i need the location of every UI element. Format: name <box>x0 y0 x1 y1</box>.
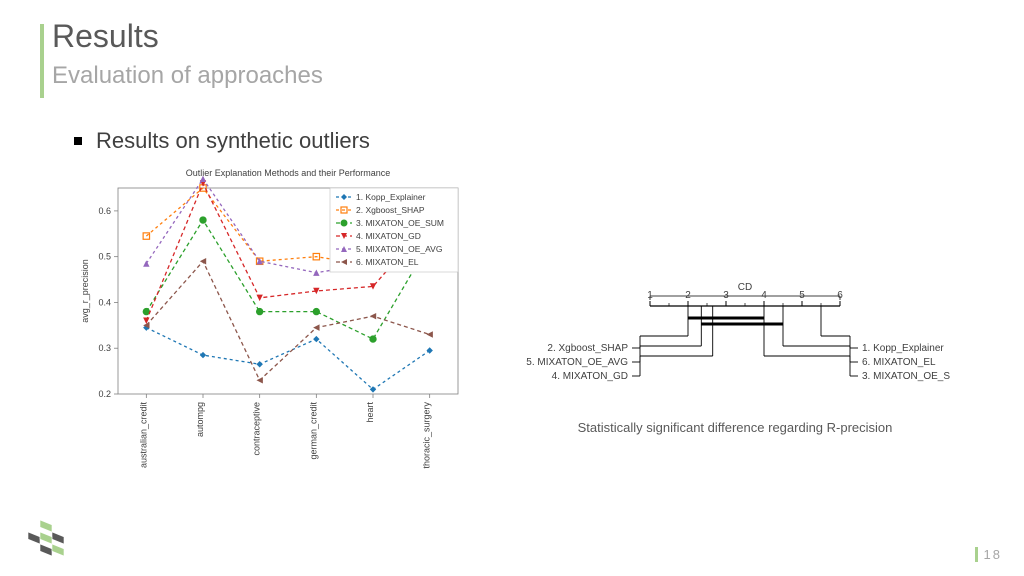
bullet-text: Results on synthetic outliers <box>96 128 370 154</box>
svg-text:Outlier Explanation Methods an: Outlier Explanation Methods and their Pe… <box>186 168 391 178</box>
accent-bar <box>40 24 44 98</box>
svg-text:0.4: 0.4 <box>98 297 111 307</box>
svg-text:contraceptive: contraceptive <box>252 402 262 456</box>
svg-text:2. Xgboost_SHAP: 2. Xgboost_SHAP <box>547 343 628 354</box>
page-title: Results <box>52 18 159 55</box>
svg-text:6: 6 <box>837 290 843 301</box>
svg-text:australian_credit: australian_credit <box>138 402 148 469</box>
svg-text:0.5: 0.5 <box>98 252 111 262</box>
svg-text:6. MIXATON_EL: 6. MIXATON_EL <box>862 357 936 368</box>
svg-text:5. MIXATON_OE_AVG: 5. MIXATON_OE_AVG <box>526 357 628 368</box>
svg-text:4: 4 <box>761 290 767 301</box>
svg-text:0.2: 0.2 <box>98 389 111 399</box>
bullet-icon <box>74 137 82 145</box>
svg-text:3: 3 <box>723 290 729 301</box>
performance-chart: Outlier Explanation Methods and their Pe… <box>74 164 468 474</box>
svg-text:5: 5 <box>799 290 805 301</box>
svg-text:avg_r_precision: avg_r_precision <box>80 259 90 323</box>
svg-text:3. MIXATON_OE_SUM: 3. MIXATON_OE_SUM <box>862 371 950 382</box>
svg-text:CD: CD <box>738 282 752 293</box>
svg-text:0.6: 0.6 <box>98 206 111 216</box>
svg-text:4. MIXATON_GD: 4. MIXATON_GD <box>356 231 421 241</box>
page-subtitle: Evaluation of approaches <box>52 62 323 90</box>
svg-text:4. MIXATON_GD: 4. MIXATON_GD <box>552 371 628 382</box>
cd-diagram: CD 1 2 3 4 5 6 2. Xgboost_SHAP 5. MIXATON_OE_AVG… <box>520 278 950 418</box>
svg-text:2. Xgboost_SHAP: 2. Xgboost_SHAP <box>356 205 425 215</box>
svg-text:1: 1 <box>647 290 653 301</box>
svg-text:6. MIXATON_EL: 6. MIXATON_EL <box>356 257 419 267</box>
bullet-item: Results on synthetic outliers <box>74 128 370 154</box>
page-number: 18 <box>975 547 1002 562</box>
svg-text:5. MIXATON_OE_AVG: 5. MIXATON_OE_AVG <box>356 244 442 254</box>
svg-text:autompg: autompg <box>195 402 205 437</box>
svg-text:0.3: 0.3 <box>98 343 111 353</box>
svg-text:1. Kopp_Explainer: 1. Kopp_Explainer <box>356 192 426 202</box>
svg-text:thoracic_surgery: thoracic_surgery <box>422 402 432 469</box>
svg-text:3. MIXATON_OE_SUM: 3. MIXATON_OE_SUM <box>356 218 444 228</box>
svg-text:2: 2 <box>685 290 691 301</box>
svg-text:1. Kopp_Explainer: 1. Kopp_Explainer <box>862 343 944 354</box>
logo <box>18 520 76 564</box>
svg-text:heart: heart <box>365 402 375 423</box>
cd-caption: Statistically significant difference reg… <box>520 420 950 435</box>
svg-text:german_credit: german_credit <box>308 402 318 460</box>
